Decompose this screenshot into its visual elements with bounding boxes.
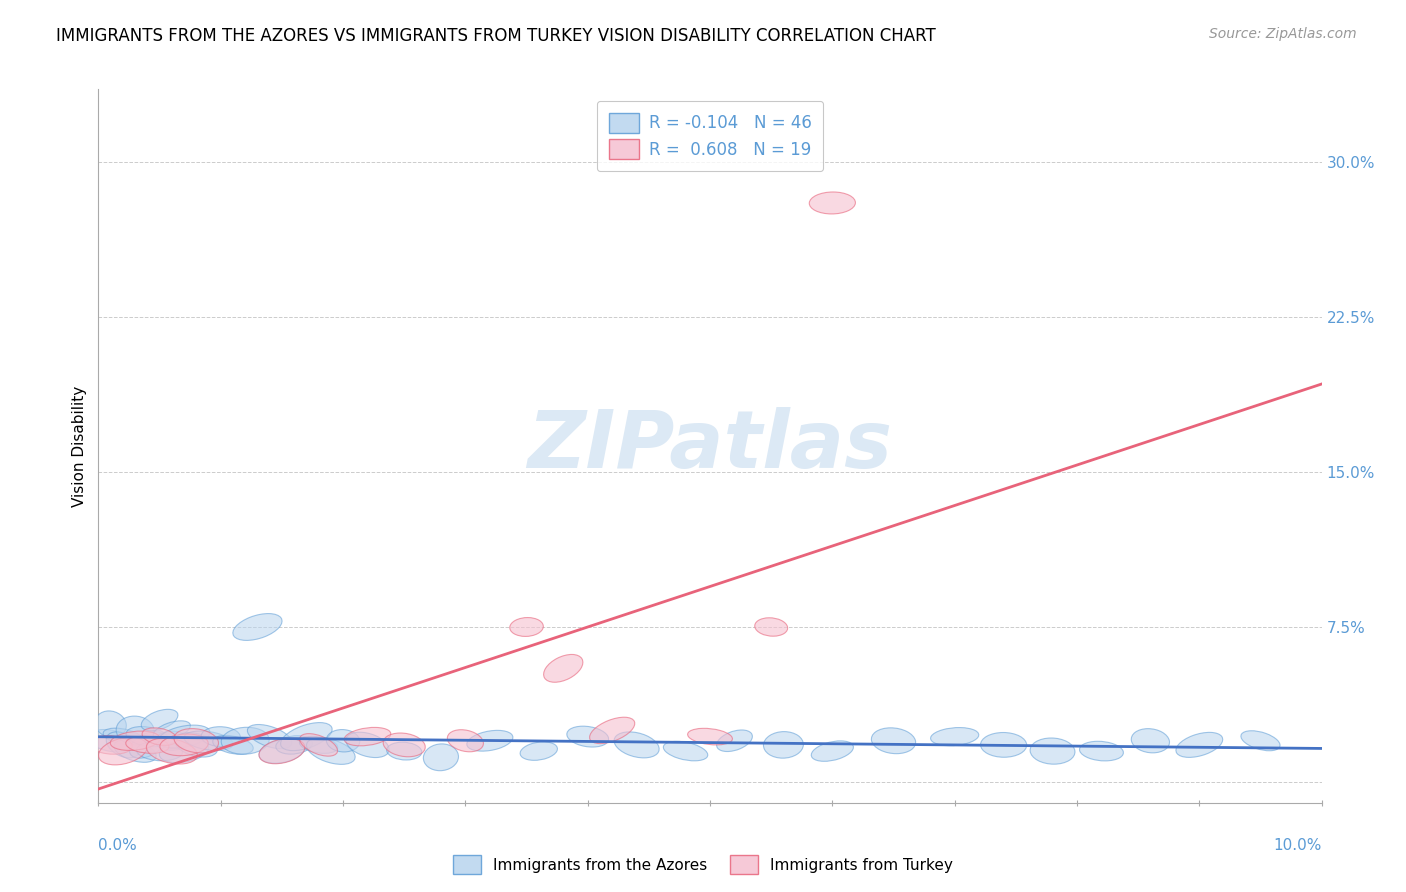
Ellipse shape bbox=[259, 739, 305, 764]
Ellipse shape bbox=[1132, 729, 1170, 753]
Ellipse shape bbox=[346, 732, 389, 757]
Ellipse shape bbox=[510, 617, 543, 636]
Ellipse shape bbox=[326, 730, 360, 752]
Ellipse shape bbox=[387, 742, 422, 760]
Ellipse shape bbox=[614, 732, 659, 758]
Ellipse shape bbox=[872, 728, 915, 754]
Ellipse shape bbox=[155, 731, 188, 750]
Ellipse shape bbox=[159, 739, 208, 763]
Ellipse shape bbox=[125, 737, 169, 754]
Ellipse shape bbox=[344, 727, 391, 746]
Ellipse shape bbox=[299, 737, 337, 754]
Ellipse shape bbox=[423, 744, 458, 771]
Legend: Immigrants from the Azores, Immigrants from Turkey: Immigrants from the Azores, Immigrants f… bbox=[447, 849, 959, 880]
Text: ZIPatlas: ZIPatlas bbox=[527, 407, 893, 485]
Ellipse shape bbox=[717, 730, 752, 752]
Ellipse shape bbox=[117, 716, 155, 745]
Text: IMMIGRANTS FROM THE AZORES VS IMMIGRANTS FROM TURKEY VISION DISABILITY CORRELATI: IMMIGRANTS FROM THE AZORES VS IMMIGRANTS… bbox=[56, 27, 936, 45]
Ellipse shape bbox=[129, 731, 166, 758]
Ellipse shape bbox=[212, 735, 253, 755]
Ellipse shape bbox=[160, 734, 208, 756]
Text: Source: ZipAtlas.com: Source: ZipAtlas.com bbox=[1209, 27, 1357, 41]
Ellipse shape bbox=[89, 730, 134, 752]
Ellipse shape bbox=[221, 727, 269, 755]
Ellipse shape bbox=[688, 729, 733, 745]
Ellipse shape bbox=[184, 731, 233, 750]
Ellipse shape bbox=[233, 614, 283, 640]
Ellipse shape bbox=[136, 741, 183, 761]
Ellipse shape bbox=[467, 731, 513, 751]
Ellipse shape bbox=[763, 731, 803, 758]
Text: 10.0%: 10.0% bbox=[1274, 838, 1322, 854]
Ellipse shape bbox=[755, 618, 787, 636]
Ellipse shape bbox=[259, 739, 305, 764]
Y-axis label: Vision Disability: Vision Disability bbox=[72, 385, 87, 507]
Ellipse shape bbox=[174, 732, 218, 757]
Ellipse shape bbox=[811, 741, 853, 761]
Ellipse shape bbox=[544, 655, 583, 682]
Ellipse shape bbox=[141, 709, 179, 731]
Ellipse shape bbox=[110, 731, 160, 750]
Ellipse shape bbox=[1241, 731, 1279, 751]
Ellipse shape bbox=[931, 728, 979, 746]
Ellipse shape bbox=[447, 730, 484, 752]
Ellipse shape bbox=[307, 738, 356, 764]
Ellipse shape bbox=[281, 723, 332, 751]
Legend: R = -0.104   N = 46, R =  0.608   N = 19: R = -0.104 N = 46, R = 0.608 N = 19 bbox=[598, 101, 823, 171]
Ellipse shape bbox=[201, 727, 240, 747]
Ellipse shape bbox=[299, 733, 337, 756]
Ellipse shape bbox=[153, 721, 190, 740]
Ellipse shape bbox=[520, 742, 557, 760]
Ellipse shape bbox=[810, 192, 855, 214]
Ellipse shape bbox=[142, 728, 177, 746]
Ellipse shape bbox=[96, 711, 127, 738]
Ellipse shape bbox=[98, 738, 148, 764]
Ellipse shape bbox=[1175, 732, 1223, 757]
Text: 0.0%: 0.0% bbox=[98, 838, 138, 854]
Ellipse shape bbox=[589, 717, 634, 744]
Ellipse shape bbox=[567, 726, 609, 747]
Ellipse shape bbox=[114, 739, 156, 763]
Ellipse shape bbox=[664, 741, 707, 761]
Ellipse shape bbox=[127, 727, 169, 747]
Ellipse shape bbox=[276, 736, 312, 754]
Ellipse shape bbox=[247, 724, 292, 748]
Ellipse shape bbox=[107, 731, 139, 758]
Ellipse shape bbox=[146, 739, 197, 764]
Ellipse shape bbox=[1031, 738, 1076, 764]
Ellipse shape bbox=[174, 729, 218, 753]
Ellipse shape bbox=[89, 736, 132, 755]
Ellipse shape bbox=[1080, 741, 1123, 761]
Ellipse shape bbox=[384, 733, 425, 756]
Ellipse shape bbox=[980, 732, 1026, 757]
Ellipse shape bbox=[157, 725, 209, 748]
Ellipse shape bbox=[103, 728, 142, 745]
